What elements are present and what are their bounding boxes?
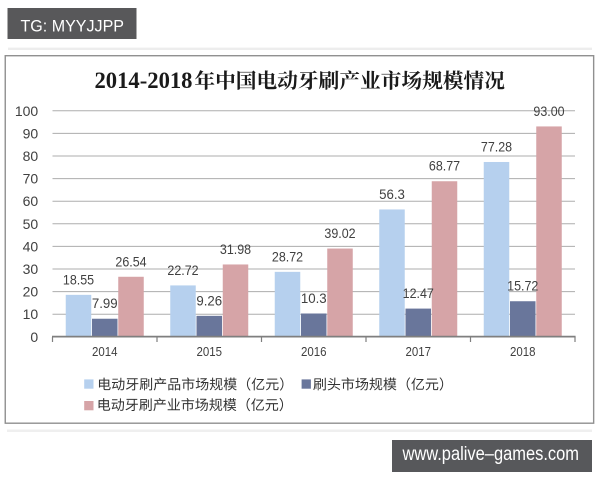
svg-text:30: 30: [23, 261, 39, 277]
svg-text:2017: 2017: [406, 344, 432, 359]
svg-text:TG: MYYJJPP: TG: MYYJJPP: [21, 16, 125, 35]
svg-text:28.72: 28.72: [272, 248, 303, 264]
svg-text:www.palive–games.com: www.palive–games.com: [402, 444, 579, 465]
svg-text:100: 100: [15, 103, 39, 119]
svg-text:9.26: 9.26: [196, 292, 222, 308]
svg-text:0: 0: [30, 329, 38, 345]
svg-text:15.72: 15.72: [507, 278, 538, 294]
svg-text:93.00: 93.00: [533, 103, 564, 119]
svg-text:18.55: 18.55: [63, 271, 94, 287]
svg-text:2015: 2015: [197, 344, 223, 359]
svg-text:70: 70: [23, 171, 39, 187]
svg-text:31.98: 31.98: [220, 241, 251, 257]
svg-text:90: 90: [23, 125, 39, 141]
svg-text:2018: 2018: [510, 344, 536, 359]
svg-text:26.54: 26.54: [115, 253, 146, 269]
svg-text:39.02: 39.02: [324, 225, 355, 241]
svg-text:12.47: 12.47: [403, 285, 434, 301]
svg-text:22.72: 22.72: [167, 262, 198, 278]
svg-text:2014-2018: 2014-2018: [95, 68, 193, 93]
svg-text:68.77: 68.77: [429, 158, 460, 174]
svg-text:20: 20: [23, 284, 39, 300]
svg-text:60: 60: [23, 193, 39, 209]
svg-text:10.3: 10.3: [301, 290, 327, 306]
svg-text:10: 10: [23, 306, 39, 322]
svg-text:50: 50: [23, 216, 39, 232]
svg-text:2014: 2014: [92, 344, 118, 359]
svg-text:56.3: 56.3: [379, 186, 405, 202]
svg-text:80: 80: [23, 148, 39, 164]
svg-text:40: 40: [23, 238, 39, 254]
svg-text:77.28: 77.28: [481, 138, 512, 154]
svg-text:2016: 2016: [301, 344, 327, 359]
svg-text:7.99: 7.99: [92, 295, 118, 311]
